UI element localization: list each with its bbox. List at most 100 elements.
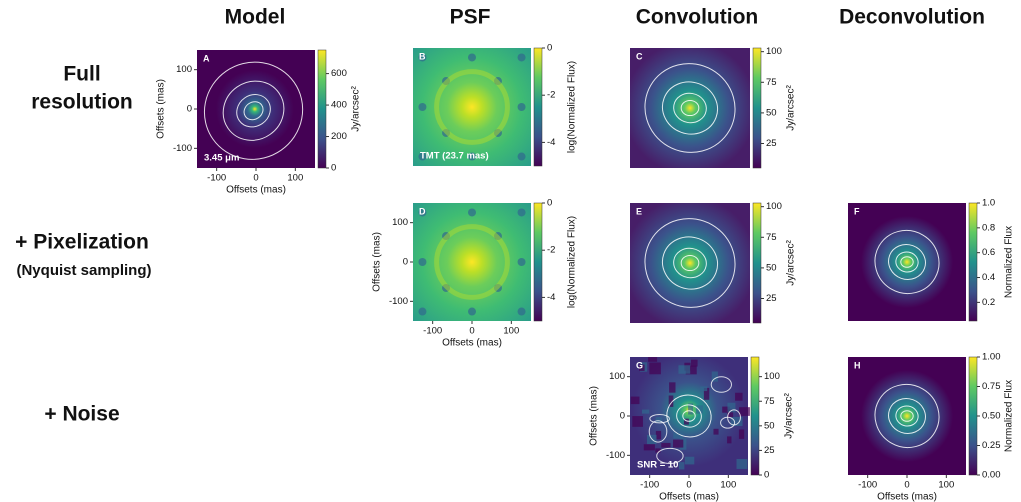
x-tick-label: -100 [858, 480, 877, 491]
image [848, 203, 966, 321]
panel-letter: D [419, 206, 426, 216]
panel-annotation: TMT (23.7 mas) [420, 151, 489, 162]
panel-letter: E [636, 206, 642, 216]
colorbar-label: Jy/arcsec² [784, 393, 795, 439]
y-tick-label: 100 [392, 217, 408, 228]
noise [632, 416, 643, 427]
x-tick-label: 100 [938, 480, 954, 491]
panel-letter: C [636, 51, 643, 61]
colorbar-tick-label: 0.6 [982, 247, 995, 258]
colorbar-tick-label: 100 [766, 201, 782, 212]
noise [648, 357, 657, 362]
row-label: + Pixelization [15, 231, 149, 254]
noise [669, 382, 675, 392]
panel-letter: F [854, 206, 860, 216]
colorbar-tick-label: 0 [547, 43, 552, 54]
x-tick-label: 0 [904, 480, 909, 491]
psf-ring [518, 153, 526, 161]
column-header: Convolution [636, 6, 758, 29]
colorbar-tick-label: 200 [331, 131, 347, 142]
image [413, 203, 531, 321]
noise [649, 363, 661, 375]
y-tick-label: -100 [606, 450, 625, 461]
image [413, 48, 531, 166]
psf-ring [518, 53, 526, 61]
x-tick-label: 0 [253, 173, 258, 184]
noise [696, 405, 703, 413]
noise [739, 429, 744, 438]
psf-ring [468, 308, 476, 316]
psf-ring [418, 103, 426, 111]
column-header: PSF [450, 6, 491, 29]
y-tick-label: 0 [620, 411, 625, 422]
colorbar-tick-label: 50 [764, 420, 775, 431]
y-axis-label: Offsets (mas) [372, 232, 383, 292]
psf-ring [518, 208, 526, 216]
y-tick-label: 0 [403, 257, 408, 268]
noise [737, 459, 748, 469]
colorbar-label: Jy/arcsec² [786, 85, 797, 131]
colorbar-label: log(Normalized Flux) [567, 61, 578, 153]
noise [691, 360, 698, 367]
colorbar-tick-label: 600 [331, 68, 347, 79]
image [630, 203, 750, 323]
figure: ModelPSFConvolutionDeconvolutionFullreso… [0, 0, 1021, 502]
panel-annotation: SNR = 10 [637, 460, 678, 471]
colorbar-tick-label: 0.00 [982, 470, 1001, 481]
psf-ring [418, 308, 426, 316]
panel-letter: A [203, 53, 210, 63]
row-label: resolution [31, 91, 133, 114]
image [197, 50, 315, 168]
x-axis-label: Offsets (mas) [659, 492, 719, 502]
image [630, 48, 750, 168]
noise [735, 393, 743, 401]
noise [631, 397, 640, 405]
colorbar-label: Jy/arcsec² [351, 86, 362, 132]
colorbar [534, 48, 542, 166]
panel-letter: H [854, 360, 861, 370]
noise [642, 410, 649, 414]
colorbar-label: Normalized Flux [1004, 226, 1015, 298]
colorbar-tick-label: 0 [547, 198, 552, 209]
x-tick-label: -100 [640, 480, 659, 491]
colorbar-tick-label: 0.2 [982, 297, 995, 308]
colorbar-tick-label: 75 [766, 232, 777, 243]
y-tick-label: 0 [187, 104, 192, 115]
psf-ring [518, 308, 526, 316]
psf-ring [518, 103, 526, 111]
noise [713, 429, 718, 435]
y-tick-label: -100 [173, 143, 192, 154]
column-header: Model [225, 6, 286, 29]
colorbar-label: Normalized Flux [1004, 380, 1015, 452]
colorbar-tick-label: 1.0 [982, 198, 995, 209]
y-axis-label: Offsets (mas) [589, 386, 600, 446]
colorbar-tick-label: 0 [331, 163, 336, 174]
noise [678, 365, 690, 373]
y-axis-label: Offsets (mas) [156, 79, 167, 139]
colorbar-tick-label: 100 [766, 46, 782, 57]
noise [727, 436, 731, 443]
colorbar-tick-label: 0.25 [982, 440, 1001, 451]
noise [700, 386, 707, 391]
noise [644, 444, 655, 450]
noise [656, 431, 661, 439]
colorbar-tick-label: -2 [547, 90, 555, 101]
noise [685, 457, 694, 465]
colorbar-tick-label: -4 [547, 292, 555, 303]
colorbar-tick-label: 25 [766, 138, 777, 149]
y-tick-label: 100 [609, 371, 625, 382]
noise [739, 407, 750, 416]
x-tick-label: 100 [503, 326, 519, 337]
colorbar-label: log(Normalized Flux) [567, 216, 578, 308]
colorbar-tick-label: 50 [766, 107, 777, 118]
noise [661, 443, 670, 448]
colorbar-tick-label: -2 [547, 245, 555, 256]
x-axis-label: Offsets (mas) [226, 185, 286, 196]
colorbar [753, 203, 761, 323]
noise [679, 462, 685, 469]
noise [673, 440, 683, 448]
colorbar-tick-label: 75 [766, 77, 777, 88]
colorbar-tick-label: 0.8 [982, 222, 995, 233]
colorbar [751, 357, 759, 475]
image [848, 357, 966, 475]
